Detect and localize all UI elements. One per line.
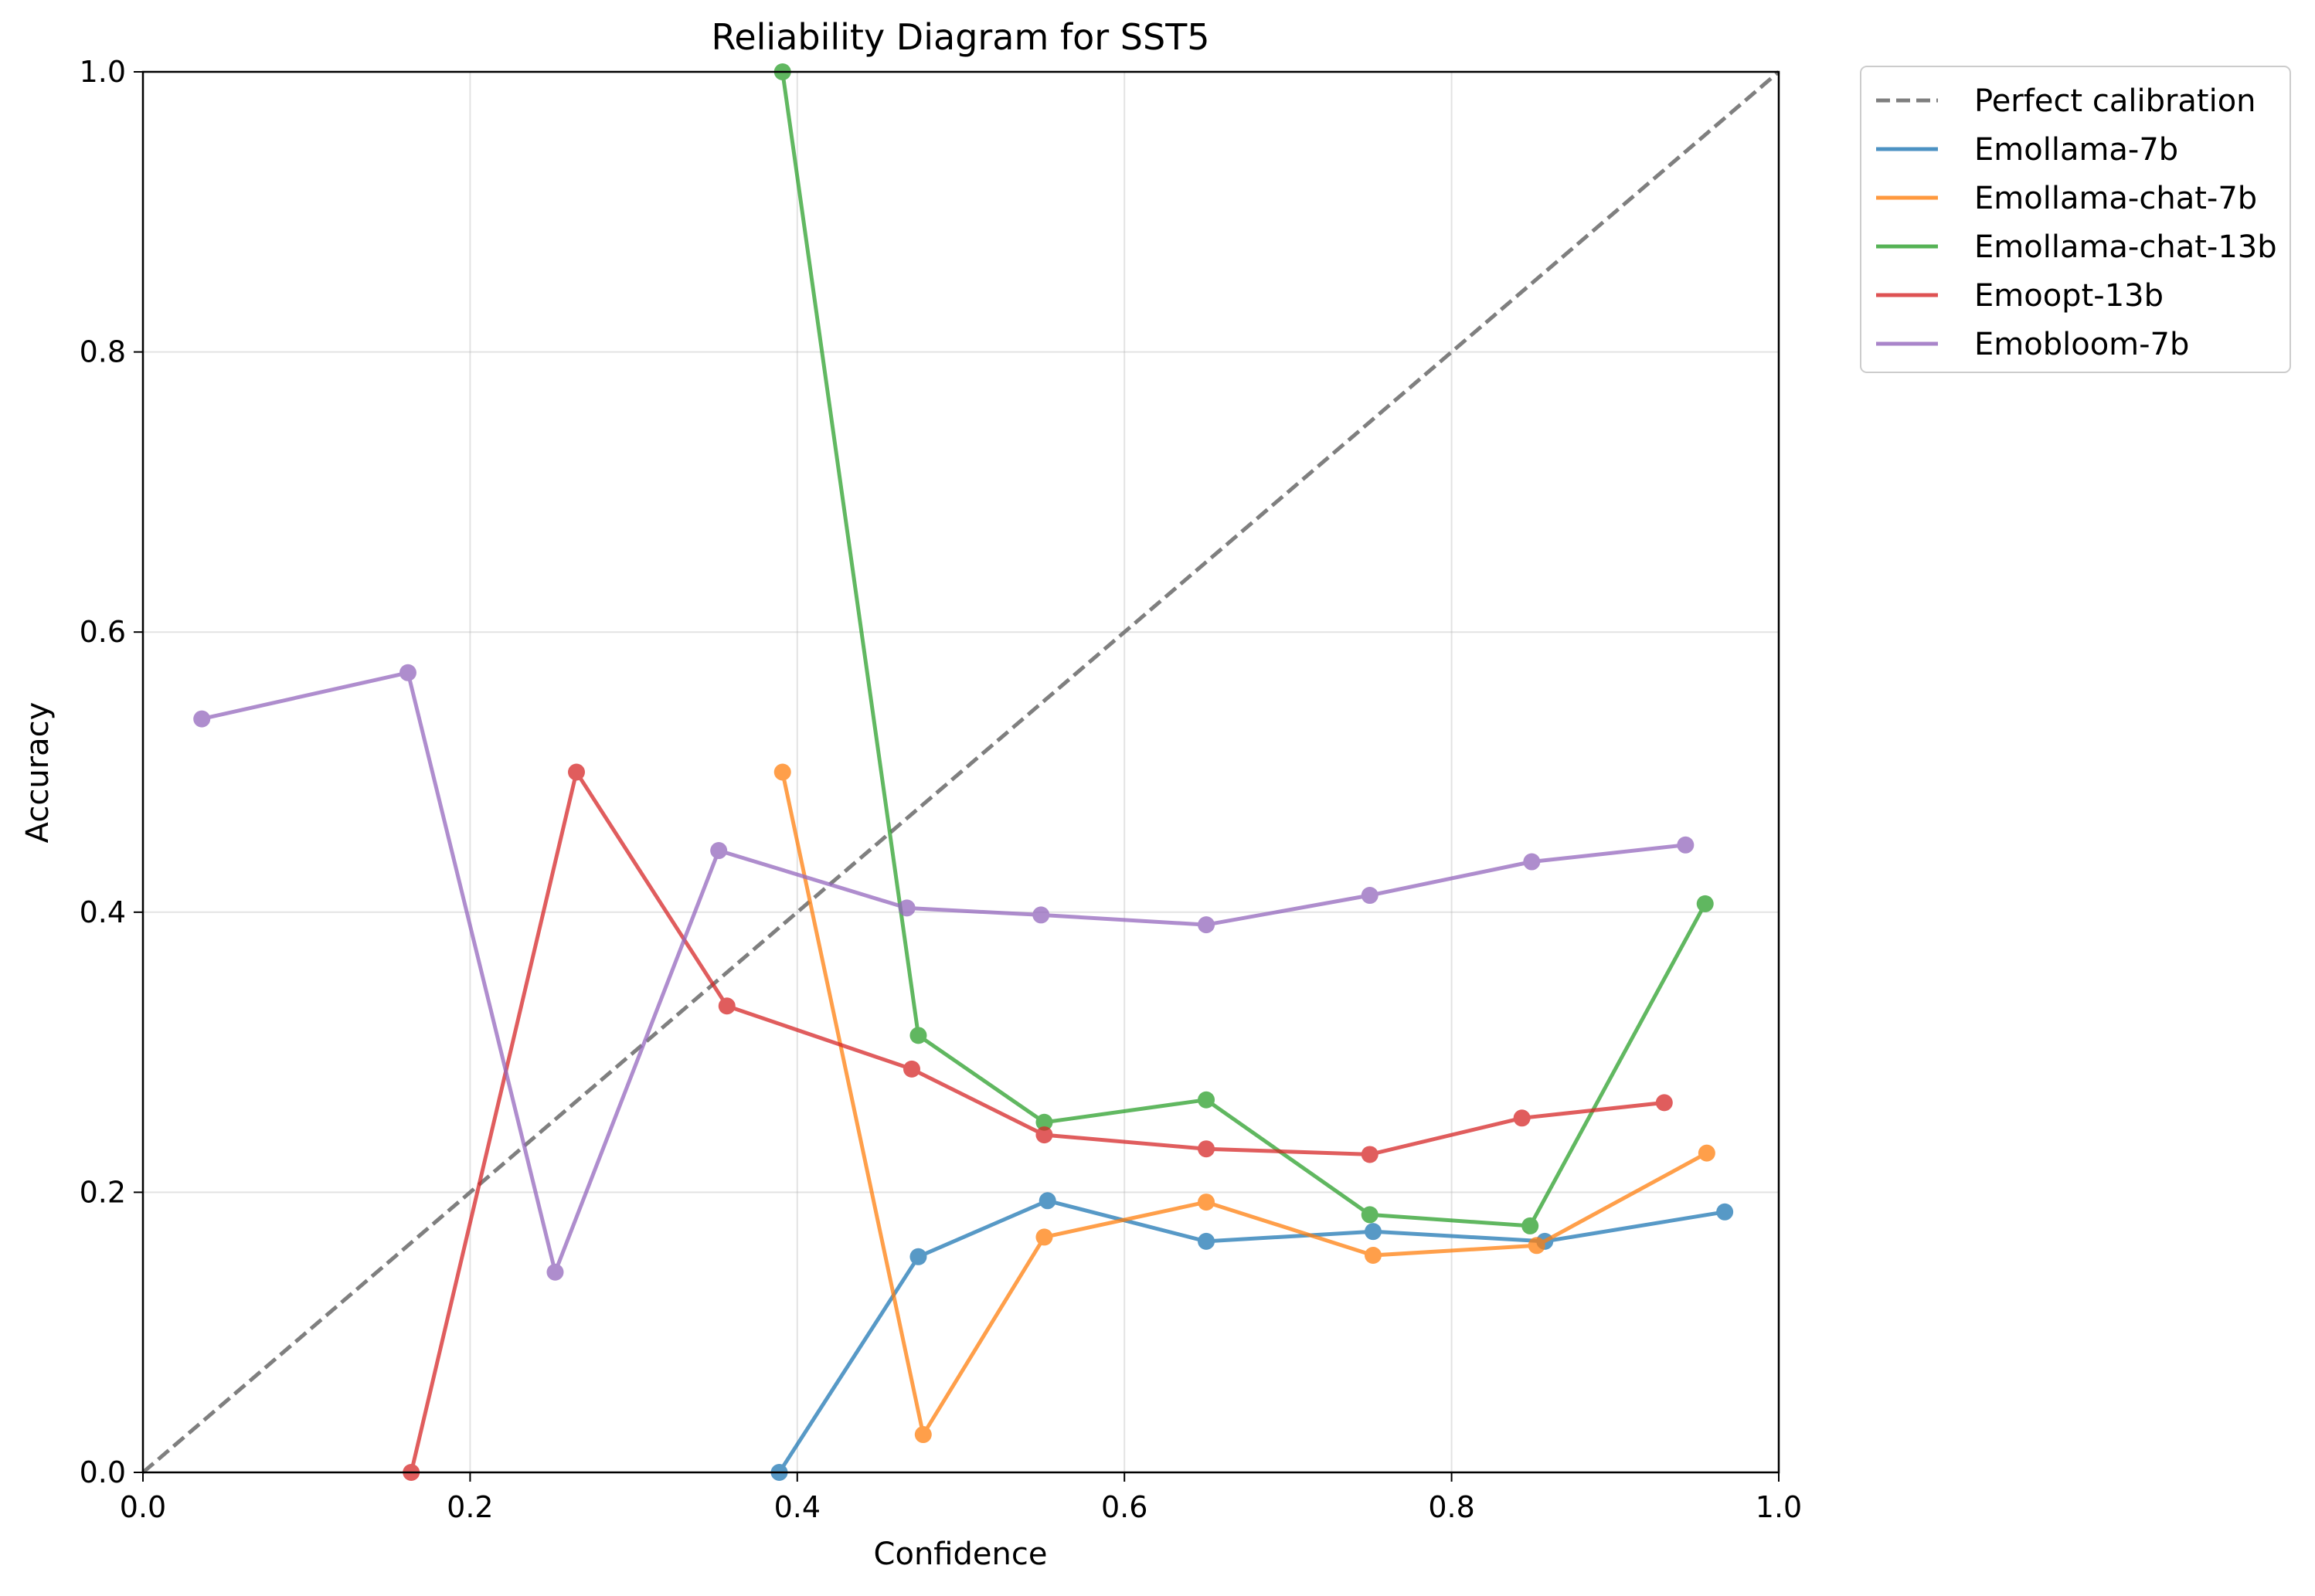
x-tick-label: 0.0 — [120, 1490, 166, 1524]
data-point-emollama-7b — [909, 1248, 927, 1265]
data-point-emoopt-13b — [1035, 1126, 1053, 1144]
data-point-emollama-chat-13b — [1361, 1206, 1378, 1224]
data-point-emollama-chat-7b — [1364, 1246, 1382, 1264]
data-point-emollama-chat-7b — [1698, 1144, 1715, 1162]
y-tick-label: 0.6 — [80, 615, 126, 649]
y-tick-label: 0.4 — [80, 895, 126, 929]
legend-label-emoopt-13b: Emoopt-13b — [1974, 278, 2164, 314]
data-point-emollama-7b — [1039, 1192, 1056, 1210]
data-point-emollama-chat-7b — [1035, 1228, 1053, 1246]
y-tick-label: 0.0 — [80, 1455, 126, 1489]
data-point-emobloom-7b — [193, 710, 211, 728]
data-point-emollama-chat-7b — [914, 1426, 932, 1444]
legend-box — [1860, 66, 2291, 373]
x-axis-label: Confidence — [874, 1537, 1048, 1572]
data-point-emobloom-7b — [399, 664, 416, 681]
chart-title: Reliability Diagram for SST5 — [711, 16, 1209, 58]
data-point-emoopt-13b — [1198, 1140, 1215, 1158]
data-point-emollama-chat-13b — [1035, 1113, 1053, 1131]
data-point-emoopt-13b — [1655, 1094, 1673, 1112]
legend-label-emollama-7b: Emollama-7b — [1974, 132, 2178, 168]
data-point-emollama-chat-7b — [1198, 1194, 1215, 1211]
data-point-emobloom-7b — [710, 842, 728, 860]
series-emollama-chat-13b — [773, 63, 1714, 1234]
x-tick-label: 0.6 — [1101, 1490, 1147, 1524]
data-point-emobloom-7b — [1198, 916, 1215, 934]
y-axis-ticks: 0.0 0.2 0.4 0.6 0.8 1.0 — [80, 55, 143, 1489]
y-tick-label: 0.8 — [80, 335, 126, 369]
data-point-emollama-chat-13b — [1521, 1217, 1539, 1234]
plot-frame — [141, 70, 1780, 1474]
y-axis-label: Accuracy — [20, 702, 56, 844]
data-point-emoopt-13b — [568, 763, 586, 781]
perfect-calibration-line — [141, 70, 1780, 1474]
data-point-emollama-chat-13b — [909, 1027, 927, 1044]
series-emoopt-13b — [403, 763, 1673, 1481]
x-tick-label: 0.2 — [447, 1490, 493, 1524]
series-line-emobloom-7b — [201, 671, 1686, 1275]
data-point-emollama-chat-7b — [773, 763, 791, 781]
grid — [142, 71, 1780, 1473]
series-group — [193, 63, 1734, 1481]
legend-label-emollama-chat-13b: Emollama-chat-13b — [1974, 229, 2277, 265]
data-point-emoopt-13b — [1513, 1109, 1531, 1127]
data-point-emobloom-7b — [1523, 853, 1541, 871]
data-point-emobloom-7b — [546, 1263, 564, 1281]
legend-label-emobloom-7b: Emobloom-7b — [1974, 327, 2189, 362]
x-tick-label: 1.0 — [1756, 1490, 1802, 1524]
data-point-emollama-chat-7b — [1528, 1237, 1545, 1255]
y-tick-label: 0.2 — [80, 1175, 126, 1209]
series-emobloom-7b — [193, 664, 1695, 1281]
data-point-emobloom-7b — [1361, 887, 1378, 905]
series-emollama-chat-7b — [773, 763, 1715, 1444]
data-point-emoopt-13b — [718, 997, 736, 1015]
x-tick-label: 0.8 — [1428, 1490, 1474, 1524]
data-point-emollama-7b — [1198, 1232, 1215, 1250]
reference-line — [141, 70, 1780, 1474]
data-point-emollama-7b — [1716, 1203, 1734, 1221]
data-point-emoopt-13b — [903, 1060, 920, 1078]
data-point-emollama-chat-13b — [1198, 1091, 1215, 1109]
data-point-emollama-7b — [1364, 1223, 1382, 1241]
data-point-emollama-chat-13b — [1696, 895, 1714, 912]
x-tick-label: 0.4 — [774, 1490, 821, 1524]
legend-label-emollama-chat-7b: Emollama-chat-7b — [1974, 181, 2257, 216]
data-point-emobloom-7b — [1032, 906, 1050, 924]
data-point-emoopt-13b — [1361, 1146, 1378, 1163]
legend-label-perfect-calibration: Perfect calibration — [1974, 83, 2256, 119]
data-point-emobloom-7b — [898, 899, 916, 917]
data-point-emobloom-7b — [1677, 836, 1695, 854]
legend: Perfect calibration Emollama-7b Emollama-c… — [1860, 66, 2291, 373]
x-axis-ticks: 0.0 0.2 0.4 0.6 0.8 1.0 — [120, 1472, 1802, 1524]
y-tick-label: 1.0 — [80, 55, 126, 89]
